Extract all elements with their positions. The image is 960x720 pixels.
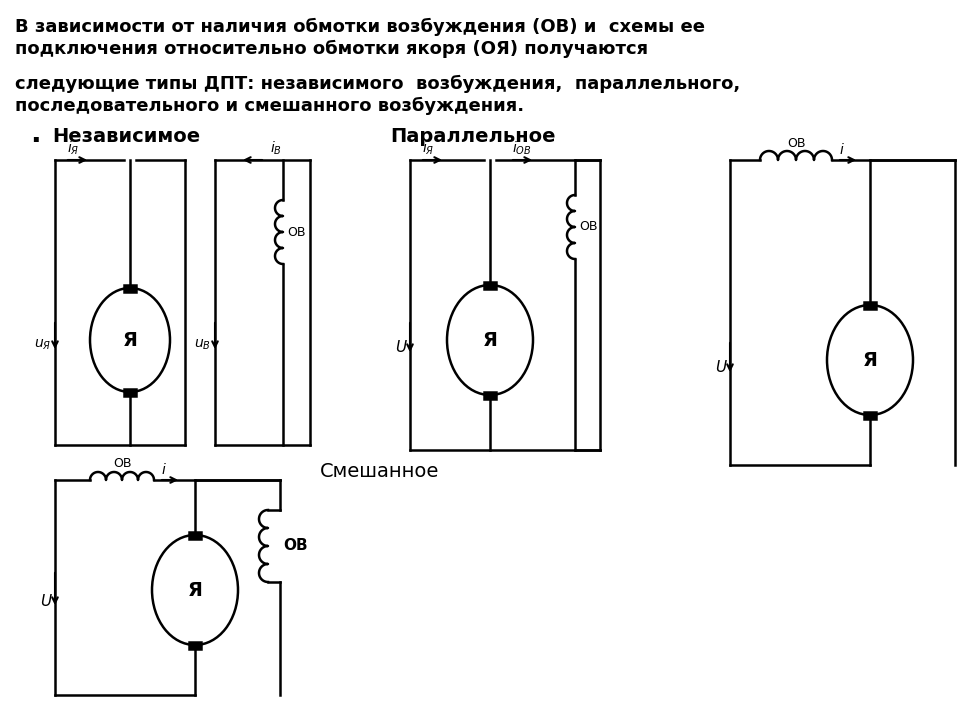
Text: $i_Я$: $i_Я$ — [422, 140, 434, 157]
Text: ОВ: ОВ — [287, 225, 305, 238]
Text: i: i — [840, 143, 844, 157]
Bar — [124, 389, 136, 395]
Bar — [864, 412, 876, 418]
Text: Независимое: Независимое — [52, 127, 200, 146]
Text: ОВ: ОВ — [112, 457, 132, 470]
Text: ·: · — [30, 127, 40, 155]
Text: U: U — [715, 361, 726, 376]
Text: следующие типы ДПТ: независимого  возбуждения,  параллельного,: следующие типы ДПТ: независимого возбужд… — [15, 75, 740, 93]
Text: подключения относительно обмотки якоря (ОЯ) получаются: подключения относительно обмотки якоря (… — [15, 40, 648, 58]
Text: $i_{ОВ}$: $i_{ОВ}$ — [512, 140, 532, 157]
Text: ОВ: ОВ — [787, 137, 805, 150]
Text: Я: Я — [483, 330, 497, 349]
Text: $i_В$: $i_В$ — [270, 140, 282, 157]
Text: ОВ: ОВ — [579, 220, 597, 233]
Text: Я: Я — [123, 330, 137, 349]
Text: Я: Я — [863, 351, 877, 369]
Bar — [189, 642, 201, 649]
Text: В зависимости от наличия обмотки возбуждения (ОВ) и  схемы ее: В зависимости от наличия обмотки возбужд… — [15, 18, 705, 36]
Text: ОВ: ОВ — [283, 539, 307, 554]
Text: $i_Я$: $i_Я$ — [67, 140, 80, 157]
Bar — [484, 282, 496, 289]
Bar — [189, 531, 201, 539]
Bar — [124, 284, 136, 292]
Text: Параллельное: Параллельное — [390, 127, 556, 146]
Bar — [484, 392, 496, 398]
Bar — [864, 302, 876, 308]
Text: Смешанное: Смешанное — [320, 462, 440, 481]
Text: U: U — [395, 341, 406, 356]
Text: i: i — [162, 463, 166, 477]
Text: U: U — [40, 595, 51, 610]
Text: $u_В$: $u_В$ — [194, 338, 211, 352]
Text: Я: Я — [187, 580, 203, 600]
Text: $u_Я$: $u_Я$ — [34, 338, 51, 352]
Text: последовательного и смешанного возбуждения.: последовательного и смешанного возбужден… — [15, 97, 524, 115]
